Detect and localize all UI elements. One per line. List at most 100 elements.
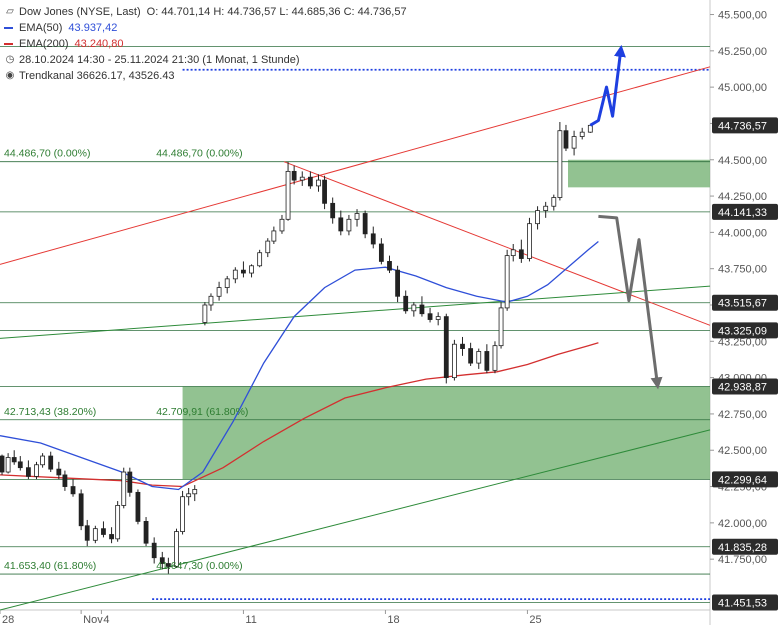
price-marker-box-2: [712, 294, 778, 311]
candle-body-28: [202, 304, 208, 323]
instrument-name: Dow Jones (NYSE, Last): [19, 6, 141, 18]
candle-body-40: [291, 170, 297, 181]
price-marker-6: 41.835,28: [712, 538, 778, 555]
plot-area: [0, 0, 710, 610]
price-marker-box-6: [712, 538, 778, 555]
candle-body-65: [492, 345, 498, 371]
ema200-value: 43.240,80: [74, 38, 124, 50]
level-label-1: 44.486,70 (0.00%): [156, 148, 242, 160]
level-label-5: 41.647,30 (0.00%): [156, 560, 242, 572]
candle-body-68: [510, 249, 516, 257]
range-text: 28.10.2024 14:30 - 25.11.2024 21:30 (1 M…: [19, 54, 300, 66]
ema50-swatch: [4, 27, 13, 29]
candle-body-32: [232, 269, 238, 280]
candle-body-63: [476, 351, 482, 364]
candle-body-74: [557, 130, 563, 198]
y-tick-label-14: 45.250,00: [718, 46, 767, 58]
price-marker-box-7: [712, 594, 778, 611]
x-tick-label-5: 25: [529, 614, 541, 625]
level-label-2: 42.713,43 (38.20%): [4, 406, 96, 418]
candle-body-5: [34, 464, 39, 477]
price-marker-box-3: [712, 322, 778, 339]
candle-body-39: [285, 170, 291, 220]
candle-body-1: [5, 457, 11, 473]
ema50-label: EMA(50): [19, 22, 63, 34]
candle-body-25: [180, 496, 185, 532]
candle-body-60: [451, 343, 457, 379]
price-marker-label-2: 43.515,67: [718, 298, 767, 310]
price-marker-label-7: 41.451,53: [718, 598, 767, 610]
candle-body-70: [527, 223, 532, 259]
candle-body-54: [403, 295, 409, 312]
y-tick-label-0: 41.750,00: [718, 554, 767, 566]
y-tick-label-10: 44.250,00: [718, 191, 767, 203]
y-tick-label-3: 42.500,00: [718, 445, 767, 457]
candle-body-7: [48, 455, 54, 470]
candle-body-46: [338, 217, 344, 232]
candle-body-50: [370, 233, 376, 245]
candlestick-icon: ▱: [6, 6, 14, 17]
trend-line-0: [0, 66, 711, 265]
candle-body-77: [579, 131, 585, 137]
price-marker-0: 44.736,57: [712, 117, 778, 134]
y-tick-label-9: 44.000,00: [718, 227, 767, 239]
price-marker-label-1: 44.141,33: [718, 207, 767, 219]
candle-body-36: [265, 240, 271, 254]
support-zone-0: [182, 386, 711, 480]
candle-body-49: [362, 213, 368, 235]
ema50-value: 43.937,42: [68, 22, 118, 34]
forecast-down-arrow: [598, 214, 663, 390]
channel-text: Trendkanal 36626.17, 43526.43: [19, 70, 175, 82]
candle-body-34: [249, 265, 254, 274]
ema200-line: [0, 342, 599, 488]
chart-legend: ▱ Dow Jones (NYSE, Last) O: 44.701,14 H:…: [4, 4, 407, 84]
trend-line-2: [0, 285, 711, 339]
candle-body-30: [216, 287, 222, 297]
y-tick-label-6: 43.250,00: [718, 336, 767, 348]
candle-body-56: [419, 304, 425, 315]
x-tick-label-2: 4: [103, 614, 109, 625]
candle-body-13: [92, 528, 98, 541]
candle-body-6: [40, 455, 45, 466]
candle-body-52: [387, 261, 392, 271]
candle-body-20: [143, 521, 149, 544]
level-label-0: 44.486,70 (0.00%): [4, 148, 90, 160]
candle-body-26: [186, 493, 192, 498]
candle-body-21: [151, 542, 157, 559]
candle-body-23: [165, 563, 171, 567]
forecast-up-arrow: [589, 44, 626, 127]
y-tick-label-11: 44.500,00: [718, 155, 767, 167]
price-marker-box-0: [712, 117, 778, 134]
ohlc-values: O: 44.701,14 H: 44.736,57 L: 44.685,36 C…: [146, 6, 407, 18]
legend-ema50-row[interactable]: EMA(50) 43.937,42: [4, 20, 407, 36]
candle-body-3: [17, 461, 23, 469]
candle-body-64: [484, 351, 490, 371]
candle-body-45: [330, 202, 336, 219]
candle-body-37: [271, 230, 277, 242]
candle-body-12: [84, 525, 90, 541]
price-marker-label-4: 42.938,87: [718, 381, 767, 393]
candle-body-11: [78, 493, 84, 527]
candle-body-35: [257, 252, 263, 267]
candle-body-2: [11, 457, 17, 463]
candle-body-27: [192, 489, 198, 495]
candle-body-72: [543, 205, 549, 211]
candle-body-0: [0, 455, 5, 473]
candle-body-17: [121, 471, 127, 506]
y-tick-label-1: 42.000,00: [718, 518, 767, 530]
candle-body-31: [224, 278, 230, 288]
x-tick-label-4: 18: [387, 614, 399, 625]
trend-line-1: [283, 161, 711, 326]
candle-body-69: [518, 249, 524, 259]
price-marker-5: 42.299,64: [712, 471, 778, 488]
price-marker-1: 44.141,33: [712, 203, 778, 220]
legend-channel-row[interactable]: ◉ Trendkanal 36626.17, 43526.43: [4, 68, 407, 84]
ema200-label: EMA(200): [19, 38, 69, 50]
candle-body-51: [378, 243, 384, 262]
price-marker-label-3: 43.325,09: [718, 325, 767, 337]
legend-ema200-row[interactable]: EMA(200) 43.240,80: [4, 36, 407, 52]
candle-body-8: [56, 468, 62, 476]
price-marker-label-6: 41.835,28: [718, 542, 767, 554]
candle-body-22: [159, 557, 165, 564]
